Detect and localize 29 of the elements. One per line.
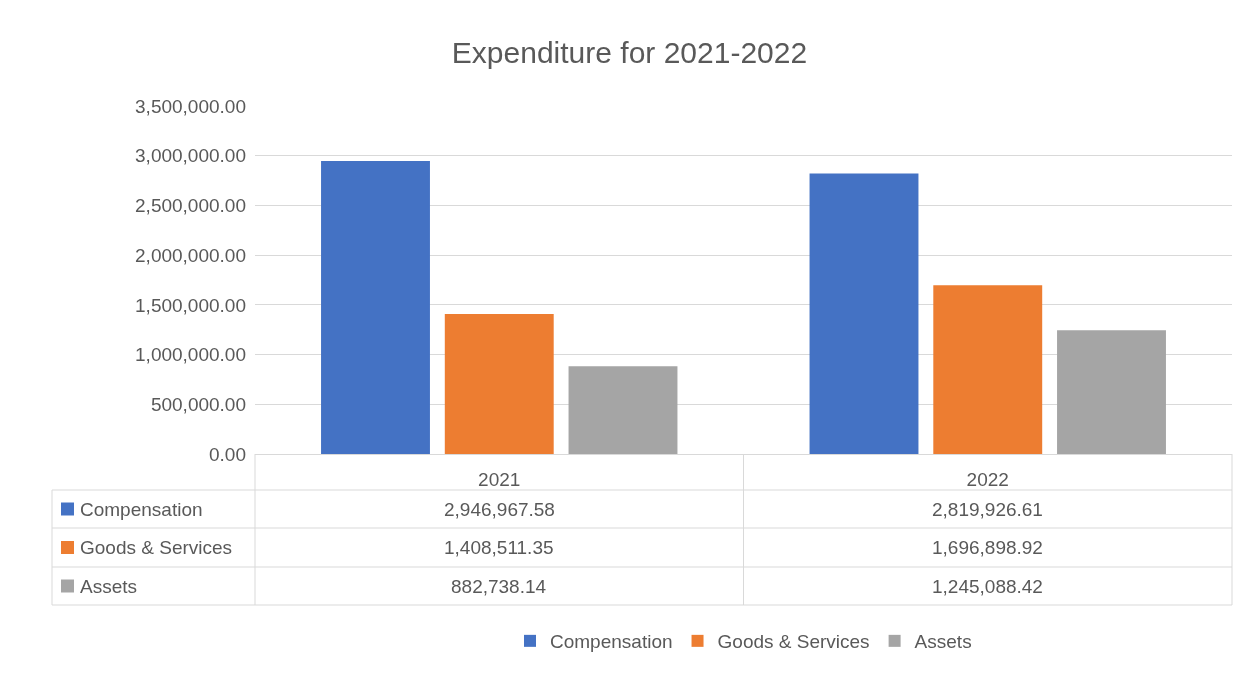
y-tick-label: 2,000,000.00 xyxy=(135,244,246,266)
data-label: 882,738.14 xyxy=(451,576,547,597)
legend-label: Compensation xyxy=(80,499,203,520)
bar xyxy=(321,160,430,454)
y-tick-label: 1,000,000.00 xyxy=(135,344,246,366)
chart-title: Expenditure for 2021-2022 xyxy=(451,35,808,69)
legend-label: Goods & Services xyxy=(717,631,870,653)
data-label: 2,946,967.58 xyxy=(444,499,555,520)
y-tick-label: 1,500,000.00 xyxy=(135,294,246,316)
bar xyxy=(1057,330,1166,454)
legend-label: Assets xyxy=(914,631,972,653)
y-tick-label: 3,000,000.00 xyxy=(135,145,246,167)
data-label: 1,696,898.92 xyxy=(932,537,1043,558)
bar xyxy=(933,285,1043,454)
bar xyxy=(809,173,919,454)
y-tick-label: 0.00 xyxy=(209,443,246,465)
x-tick-label: 2021 xyxy=(478,468,521,490)
text: Assets xyxy=(80,576,138,597)
data-label: 1,245,088.42 xyxy=(932,576,1043,597)
data-label: 1,408,511.35 xyxy=(444,537,554,558)
y-tick-label: 2,500,000.00 xyxy=(135,195,246,217)
text: Compensation xyxy=(550,631,673,653)
bar xyxy=(568,366,678,454)
y-tick-label: 3,500,000.00 xyxy=(135,95,246,117)
data-label: 2,819,926.61 xyxy=(932,499,1043,520)
y-tick-label: 500,000.00 xyxy=(150,393,246,415)
bar xyxy=(444,313,554,454)
text: Goods & Services xyxy=(80,537,233,558)
x-tick-label: 2022 xyxy=(966,468,1009,490)
